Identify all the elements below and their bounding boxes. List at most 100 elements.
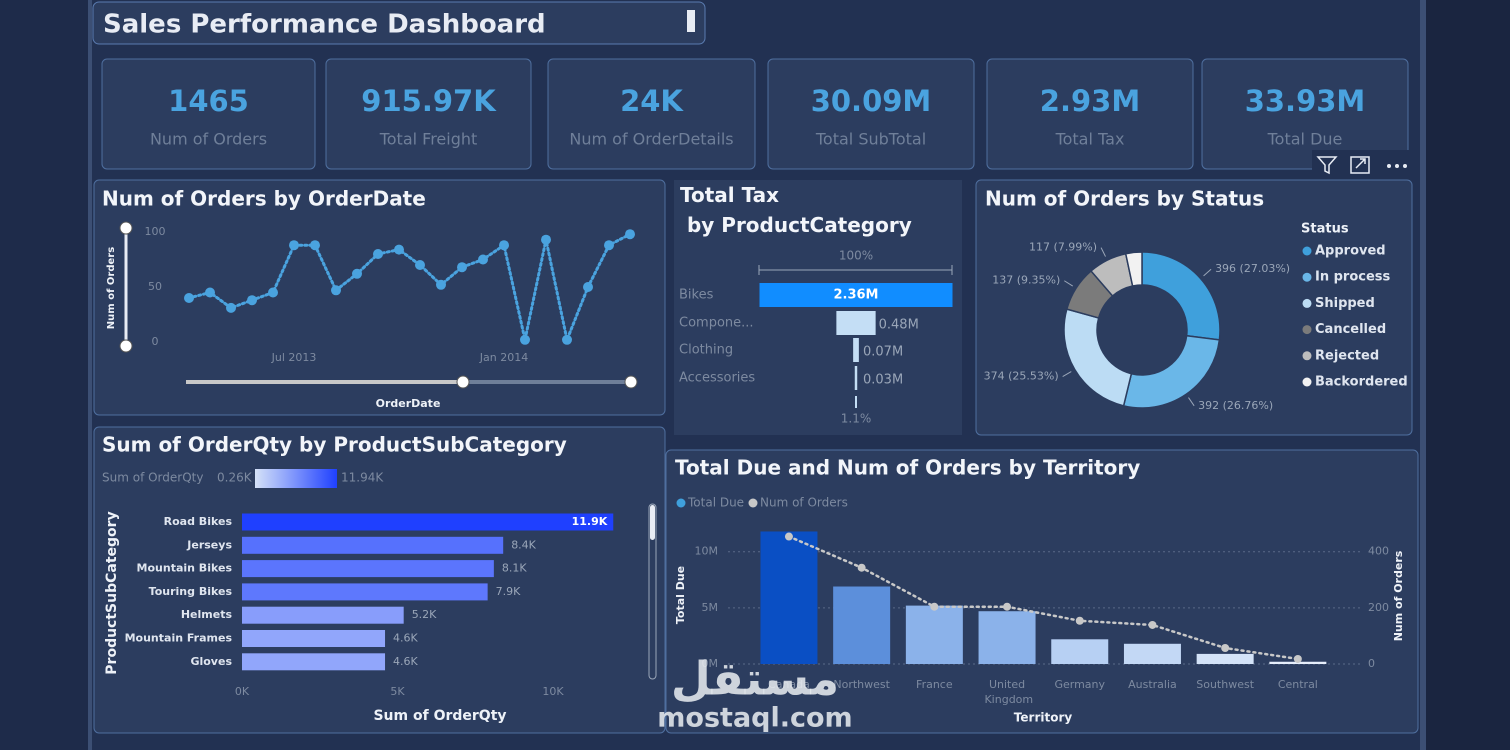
bar bbox=[242, 583, 488, 601]
y-axis-title: Num of Orders bbox=[106, 247, 117, 329]
slider-handle[interactable] bbox=[119, 339, 133, 353]
x-tick-label: United Kingdom bbox=[981, 678, 1033, 706]
legend-label: Cancelled bbox=[1315, 322, 1386, 337]
kpi-value: 33.93M bbox=[1245, 84, 1366, 118]
chart-title: Num of Orders by Status bbox=[985, 187, 1264, 211]
leader-line bbox=[1062, 371, 1072, 377]
kpi-value: 24K bbox=[620, 84, 684, 118]
point bbox=[268, 287, 278, 298]
x-tick-label: Central bbox=[1278, 678, 1318, 691]
data-label: 392 (26.76%) bbox=[1198, 399, 1273, 412]
funnel-bracket bbox=[758, 265, 953, 275]
point bbox=[562, 334, 572, 345]
cursor-icon bbox=[687, 10, 695, 32]
color-scale-title: Sum of OrderQty bbox=[102, 471, 203, 485]
label-line: Kingdom bbox=[981, 693, 1033, 706]
x-tick-label: Jul 2013 bbox=[271, 351, 317, 364]
slider-handle[interactable] bbox=[456, 375, 470, 389]
more-dot[interactable] bbox=[1387, 164, 1391, 168]
color-scale-bar bbox=[255, 469, 337, 488]
y-tick-label: 100 bbox=[145, 225, 166, 238]
category-label: Accessories bbox=[679, 371, 755, 386]
dashboard-title: Sales Performance Dashboard bbox=[103, 10, 546, 40]
bar bbox=[1196, 653, 1254, 664]
bar bbox=[1123, 643, 1181, 664]
point bbox=[1221, 643, 1230, 652]
point bbox=[247, 295, 257, 306]
point bbox=[930, 602, 939, 611]
x-tick-label: Canada bbox=[768, 678, 810, 691]
y2-tick-label: 0 bbox=[1368, 657, 1375, 670]
legend-swatch bbox=[1302, 377, 1312, 387]
category-label: Gloves bbox=[190, 655, 232, 668]
category-label: Compone... bbox=[679, 316, 754, 331]
focus-icon[interactable] bbox=[1350, 156, 1370, 174]
y-tick-label: 0 bbox=[152, 335, 159, 348]
legend-label: Rejected bbox=[1315, 348, 1379, 363]
point bbox=[289, 240, 299, 251]
leader-line bbox=[1064, 280, 1074, 287]
filter-icon[interactable] bbox=[1316, 156, 1338, 175]
point bbox=[457, 262, 467, 273]
kpi-label: Num of OrderDetails bbox=[569, 130, 733, 149]
bar bbox=[242, 653, 386, 671]
category-label: Mountain Bikes bbox=[137, 562, 233, 575]
x-tick-label: 5K bbox=[390, 685, 405, 698]
legend-label: In process bbox=[1315, 270, 1391, 285]
bar bbox=[1051, 639, 1109, 664]
scroll-thumb[interactable] bbox=[650, 505, 655, 540]
x-axis-title: OrderDate bbox=[376, 397, 441, 410]
data-label: 4.6K bbox=[393, 655, 418, 668]
y-tick-label: 50 bbox=[148, 280, 162, 293]
chart-title: Total Due and Num of Orders by Territory bbox=[675, 456, 1140, 480]
point bbox=[184, 293, 194, 303]
slider-handle[interactable] bbox=[119, 221, 133, 235]
legend-label: Total Due bbox=[687, 496, 744, 510]
category-label: Bikes bbox=[679, 288, 714, 303]
x-tick-label: Southwest bbox=[1196, 678, 1254, 691]
y-axis-title: Total Due bbox=[674, 566, 687, 624]
legend-swatch bbox=[1302, 351, 1312, 361]
panel bbox=[547, 58, 756, 170]
kpi-label: Total Tax bbox=[1055, 130, 1125, 149]
slider-handle[interactable] bbox=[624, 375, 638, 389]
data-label: 0.07M bbox=[863, 345, 903, 360]
point bbox=[1075, 616, 1084, 625]
panel bbox=[101, 58, 316, 170]
data-label: 137 (9.35%) bbox=[992, 274, 1060, 287]
kpi-value: 1465 bbox=[168, 84, 249, 118]
chart-title: Sum of OrderQty by ProductSubCategory bbox=[102, 433, 567, 457]
data-label: 8.4K bbox=[511, 538, 536, 551]
point bbox=[499, 240, 509, 251]
category-label: Mountain Frames bbox=[125, 632, 233, 645]
data-label: 374 (25.53%) bbox=[984, 370, 1059, 383]
point bbox=[226, 302, 236, 313]
bar bbox=[978, 611, 1036, 664]
kpi-value: 915.97K bbox=[361, 84, 497, 118]
more-dot[interactable] bbox=[1403, 164, 1407, 168]
donut-slice bbox=[1124, 251, 1143, 287]
label-line: United bbox=[989, 678, 1025, 691]
canvas-edge bbox=[88, 0, 92, 750]
bar bbox=[760, 531, 818, 664]
x-axis-title: Territory bbox=[1014, 711, 1073, 725]
bar bbox=[905, 605, 963, 664]
scrollbar[interactable] bbox=[648, 503, 657, 680]
x-tick-label: France bbox=[916, 678, 953, 691]
donut-slice bbox=[1141, 251, 1221, 341]
point bbox=[541, 234, 551, 245]
left-margin bbox=[0, 0, 90, 750]
point bbox=[784, 532, 793, 541]
legend-swatch bbox=[1302, 272, 1312, 282]
visual-toolbar bbox=[1312, 150, 1410, 178]
more-dot[interactable] bbox=[1395, 164, 1399, 168]
point bbox=[625, 229, 635, 240]
panel bbox=[767, 58, 975, 170]
watermark-logo: مستقل bbox=[671, 652, 839, 706]
funnel-bar bbox=[836, 311, 876, 335]
kpi-label: Total Due bbox=[1267, 130, 1343, 149]
data-label: 5.2K bbox=[412, 608, 437, 621]
y-tick-label: 5M bbox=[702, 601, 719, 614]
panel bbox=[93, 179, 666, 416]
point bbox=[1148, 620, 1157, 629]
